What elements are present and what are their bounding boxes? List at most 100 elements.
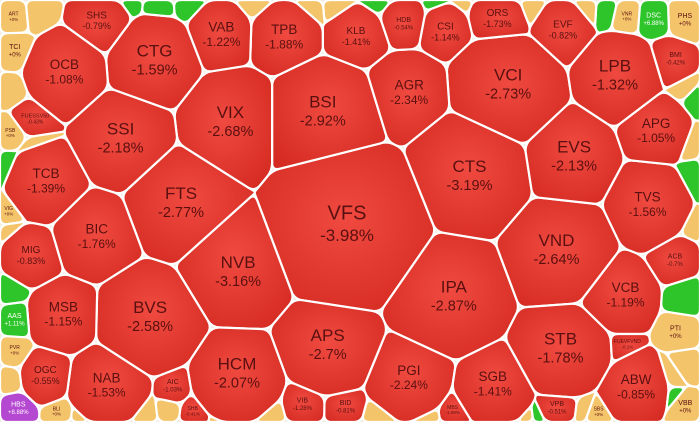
cell-code-label: NVB (221, 253, 256, 272)
cell-change-label: +0% (4, 211, 13, 216)
cell-code-label: KLB (347, 26, 366, 37)
cell-filler (25, 0, 65, 37)
cell-filler (256, 401, 287, 422)
cell-change-label: -2.68% (207, 124, 253, 140)
cell-code-label: ORS (487, 8, 509, 19)
cell-filler (657, 349, 689, 389)
cell-code-label: VAB (208, 20, 234, 35)
cell-change-label: -1.56% (628, 205, 666, 219)
cell-change-label: +1.11% (4, 322, 25, 328)
cell-change-label: +0% (594, 412, 603, 417)
cell-code-label: VBB (678, 400, 692, 407)
cell-filler (574, 0, 598, 25)
cell-change-label: -2.87% (431, 299, 477, 315)
cell-code-label: VPB (550, 401, 564, 408)
cell-change-label: +0% (679, 21, 692, 27)
cell-code-label: EVS (557, 138, 591, 157)
cell-change-label: -1.41% (474, 385, 512, 399)
cell-code-label: BLI (53, 406, 61, 412)
cell-evf[interactable] (528, 0, 599, 68)
cell-code-label: CTS (453, 157, 487, 176)
cell-code-label: VNR (622, 11, 633, 17)
cell-code-label: BSI (309, 92, 336, 111)
cell-filler (121, 0, 144, 19)
cell-change-label: -2.07% (214, 375, 260, 391)
cell-code-label: SSI (107, 119, 134, 138)
cell-change-label: +0% (9, 17, 18, 22)
cell-change-label: -1.76% (78, 237, 116, 251)
cell-code-label: VIX (217, 103, 244, 122)
cell-tci[interactable] (0, 31, 36, 74)
cell-code-label: BMI (669, 52, 682, 59)
cell-change-label: +6.88% (643, 21, 664, 27)
cell-code-label: DSC (646, 12, 661, 19)
cell-change-label: -2.24% (390, 378, 428, 392)
cell-code-label: PHS (678, 13, 693, 20)
cell-change-label: -1.09% (445, 410, 459, 415)
cell-change-label: -1.32% (592, 78, 638, 94)
cell-change-label: -0.1% (622, 344, 634, 349)
cell-msb[interactable] (25, 273, 99, 357)
cell-code-label: SHS (86, 10, 107, 21)
cell-code-label: VIG (4, 206, 13, 212)
cell-code-label: SHB (188, 406, 199, 412)
cell-abw[interactable] (594, 343, 670, 422)
cell-change-label: -1.88% (265, 38, 303, 52)
cell-code-label: PSB (5, 128, 16, 134)
cell-change-label: -1.41% (342, 37, 371, 47)
cell-filler (0, 272, 32, 306)
cell-change-label: +8.88% (8, 410, 29, 416)
cell-code-label: BIC (85, 222, 108, 237)
cell-aic[interactable] (151, 365, 192, 404)
cell-code-label: BVS (133, 298, 167, 317)
cell-vab[interactable] (186, 0, 253, 73)
cell-ssi[interactable] (63, 88, 179, 195)
cell-change-label: -1.22% (202, 35, 240, 49)
cell-code-label: FTS (165, 184, 197, 203)
cell-code-label: MIG (22, 245, 41, 256)
cell-code-label: TVS (634, 189, 660, 204)
cell-change-label: -0.83% (17, 256, 46, 266)
cell-change-label: -2.7% (309, 347, 347, 363)
cell-shs[interactable] (60, 0, 132, 54)
cell-code-label: BID (340, 400, 352, 407)
cell-change-label: -0.79% (82, 21, 111, 31)
cell-code-label: ART (9, 11, 19, 17)
cell-change-label: -2.64% (534, 252, 580, 268)
cell-change-label: -1.39% (27, 181, 65, 195)
cell-filler (594, 0, 618, 34)
cell-code-label: OCB (50, 57, 79, 72)
cell-code-label: LPB (599, 57, 631, 76)
cell-code-label: ACB (668, 254, 683, 261)
cell-change-label: -1.08% (45, 73, 83, 87)
cell-change-label: -3.19% (447, 178, 493, 194)
cell-phs[interactable] (667, 0, 700, 45)
cell-filler (295, 0, 326, 27)
cell-change-label: -2.92% (300, 113, 346, 129)
cell-change-label: -1.05% (637, 131, 675, 145)
cell-change-label: -1.19% (606, 295, 644, 309)
cell-filler (361, 399, 397, 422)
cell-code-label: PVR (10, 345, 21, 351)
cell-filler (520, 0, 547, 25)
cell-code-label: APG (642, 116, 671, 131)
cell-code-label: PTI (670, 325, 681, 332)
cell-mig[interactable] (0, 221, 64, 290)
cell-change-label: -0.43% (27, 120, 43, 126)
cell-hcm[interactable] (186, 326, 288, 422)
cell-code-label: OGC (34, 365, 57, 376)
cell-pvr[interactable] (0, 335, 35, 369)
cell-filler (0, 149, 19, 191)
cell-change-label: -0.82% (549, 30, 578, 40)
cell-code-label: ABW (621, 372, 652, 387)
cell-filler (173, 0, 206, 24)
cell-change-label: -3.16% (215, 274, 261, 290)
cell-filler (0, 365, 23, 396)
cell-code-label: MSB (49, 299, 78, 314)
cell-code-label: HCM (218, 354, 257, 373)
cell-code-label: MBS (447, 405, 459, 411)
cell-dsc[interactable] (637, 0, 670, 42)
cell-filler (70, 408, 87, 422)
